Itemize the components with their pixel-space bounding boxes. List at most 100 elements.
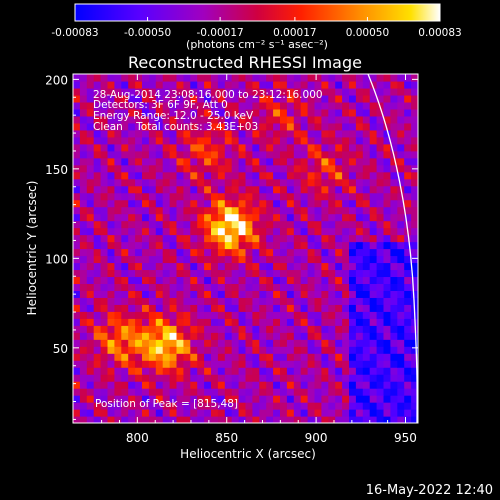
- heatmap-cell: [197, 402, 205, 410]
- heatmap-cell: [369, 87, 378, 96]
- heatmap-cell: [252, 122, 260, 131]
- heatmap-cell: [369, 346, 378, 354]
- heatmap-cell: [335, 171, 343, 180]
- heatmap-cell: [397, 269, 405, 278]
- heatmap-cell: [355, 276, 364, 284]
- heatmap-cell: [293, 150, 302, 159]
- heatmap-cell: [169, 276, 178, 284]
- heatmap-cell: [397, 276, 405, 284]
- heatmap-cell: [328, 122, 336, 131]
- heatmap-cell: [211, 297, 219, 305]
- heatmap-cell: [79, 262, 88, 271]
- heatmap-cell: [224, 101, 233, 110]
- heatmap-cell: [300, 227, 309, 236]
- heatmap-cell: [383, 395, 391, 403]
- heatmap-cell: [280, 108, 288, 117]
- heatmap-cell: [148, 206, 157, 215]
- heatmap-cell: [252, 276, 260, 284]
- heatmap-cell: [280, 416, 288, 423]
- heatmap-cell: [286, 129, 295, 138]
- heatmap-cell: [390, 171, 398, 180]
- heatmap-cell: [114, 164, 122, 173]
- heatmap-cell: [383, 136, 391, 145]
- heatmap-cell: [86, 409, 95, 417]
- heatmap-cell: [342, 374, 350, 382]
- heatmap-cell: [307, 108, 316, 117]
- heatmap-cell: [349, 395, 357, 403]
- heatmap-cell: [404, 178, 412, 187]
- heatmap-cell: [100, 164, 109, 173]
- heatmap-cell: [190, 157, 198, 166]
- heatmap-cell: [217, 374, 226, 382]
- heatmap-cell: [321, 115, 329, 124]
- heatmap-cell: [224, 409, 233, 417]
- heatmap-cell: [73, 206, 81, 215]
- heatmap-cell: [142, 192, 150, 201]
- heatmap-cell: [390, 318, 398, 326]
- heatmap-cell: [169, 234, 178, 243]
- heatmap-cell: [79, 178, 88, 187]
- heatmap-cell: [321, 129, 329, 138]
- heatmap-cell: [121, 185, 129, 194]
- heatmap-cell: [190, 234, 198, 243]
- heatmap-cell: [355, 157, 364, 166]
- heatmap-cell: [411, 262, 418, 271]
- heatmap-cell: [155, 311, 164, 319]
- heatmap-cell: [86, 367, 95, 375]
- heatmap-cell: [245, 220, 253, 229]
- heatmap-cell: [148, 325, 157, 333]
- heatmap-cell: [142, 74, 150, 82]
- heatmap-cell: [197, 129, 205, 138]
- heatmap-cell: [100, 360, 109, 368]
- heatmap-cell: [335, 80, 343, 89]
- heatmap-cell: [252, 325, 260, 333]
- heatmap-cell: [121, 255, 129, 264]
- heatmap-cell: [369, 136, 378, 145]
- heatmap-cell: [107, 304, 115, 312]
- heatmap-cell: [349, 367, 357, 375]
- heatmap-cell: [369, 304, 378, 312]
- heatmap-cell: [93, 248, 102, 257]
- heatmap-cell: [155, 325, 164, 333]
- heatmap-cell: [369, 255, 378, 264]
- heatmap-cell: [190, 87, 198, 96]
- heatmap-cell: [231, 192, 240, 201]
- heatmap-cell: [328, 374, 336, 382]
- heatmap-cell: [397, 192, 405, 201]
- heatmap-cell: [362, 395, 371, 403]
- heatmap-cell: [169, 94, 178, 103]
- heatmap-cell: [300, 346, 309, 354]
- heatmap-cell: [245, 213, 253, 222]
- heatmap-cell: [321, 178, 329, 187]
- heatmap-cell: [224, 164, 233, 173]
- heatmap-cell: [204, 234, 212, 243]
- heatmap-cell: [162, 332, 171, 340]
- heatmap-cell: [86, 262, 95, 271]
- heatmap-cell: [211, 255, 219, 264]
- heatmap-cell: [93, 74, 102, 82]
- heatmap-cell: [73, 367, 81, 375]
- heatmap-cell: [155, 304, 164, 312]
- heatmap-cell: [362, 402, 371, 410]
- heatmap-cell: [293, 164, 302, 173]
- heatmap-cell: [321, 74, 329, 82]
- heatmap-cell: [273, 255, 281, 264]
- heatmap-cell: [397, 402, 405, 410]
- heatmap-cell: [224, 353, 233, 361]
- heatmap-cell: [383, 185, 391, 194]
- heatmap-cell: [190, 241, 198, 250]
- heatmap-cell: [342, 367, 350, 375]
- heatmap-cell: [114, 346, 122, 354]
- heatmap-cell: [93, 143, 102, 152]
- heatmap-cell: [142, 199, 150, 208]
- heatmap-cell: [121, 283, 129, 291]
- heatmap-cell: [314, 129, 322, 138]
- heatmap-cell: [107, 416, 115, 423]
- heatmap-cell: [342, 234, 350, 243]
- heatmap-cell: [155, 241, 164, 250]
- heatmap-cell: [224, 206, 233, 215]
- heatmap-cell: [162, 101, 171, 110]
- heatmap-cell: [314, 101, 322, 110]
- heatmap-cell: [369, 199, 378, 208]
- heatmap-cell: [397, 241, 405, 250]
